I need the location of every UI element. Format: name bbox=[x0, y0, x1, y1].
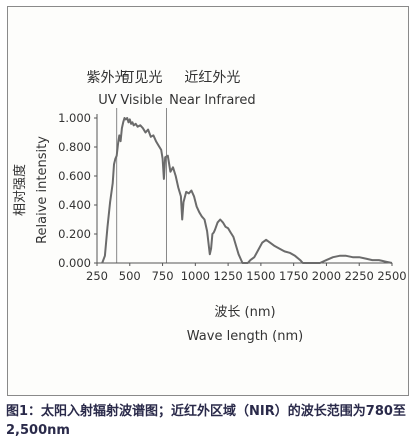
x-tick-label: 1750 bbox=[279, 269, 308, 283]
region-label-en: UV bbox=[98, 93, 117, 108]
y-tick-label: 0.400 bbox=[58, 198, 91, 212]
y-tick-label: 0.800 bbox=[58, 140, 91, 154]
y-tick-label: 0.200 bbox=[58, 227, 91, 241]
region-label-en: Near Infrared bbox=[169, 93, 255, 108]
region-boundaries bbox=[116, 108, 167, 263]
x-tick-label: 1500 bbox=[246, 269, 275, 283]
figure-caption: 图1：太阳入射辐射波谱图；近红外区域（NIR）的波长范围为780至2,500nm bbox=[6, 404, 406, 438]
chart-axes bbox=[96, 114, 392, 264]
y-tick-labels: 0.000 0.200 0.400 0.600 0.800 1.000 bbox=[58, 111, 97, 270]
spectrum-series-line bbox=[101, 117, 393, 264]
y-tick-label: 1.000 bbox=[58, 111, 91, 125]
x-tick-label: 1000 bbox=[181, 269, 210, 283]
y-tick-label: 0.600 bbox=[58, 169, 91, 183]
x-tick-label: 250 bbox=[86, 269, 108, 283]
figure-frame bbox=[7, 6, 409, 396]
region-label-en: Visible bbox=[120, 93, 162, 108]
x-tick-label: 2250 bbox=[345, 269, 374, 283]
region-label-cn: 可见光 bbox=[121, 70, 163, 86]
x-tick-label: 2500 bbox=[377, 269, 406, 283]
x-tick-label: 500 bbox=[119, 269, 141, 283]
x-axis-label-en: Wave length (nm) bbox=[187, 329, 303, 344]
region-labels: 紫外光 UV 可见光 Visible 近红外光 Near Infrared bbox=[86, 70, 255, 108]
y-axis-label-cn: 相对强度 bbox=[12, 164, 28, 216]
region-label-cn: 近红外光 bbox=[184, 70, 240, 86]
x-axis-label-cn: 波长 (nm) bbox=[214, 305, 275, 320]
x-tick-label: 2000 bbox=[312, 269, 341, 283]
y-axis-label-en: Relaive intensity bbox=[35, 136, 50, 244]
x-tick-label: 750 bbox=[152, 269, 174, 283]
region-label-cn: 紫外光 bbox=[86, 70, 128, 86]
x-tick-label: 1250 bbox=[213, 269, 242, 283]
y-tick-label: 0.000 bbox=[58, 256, 91, 270]
x-tick-labels: 250 500 750 1000 1250 1500 1750 2000 2250 2500 bbox=[86, 263, 407, 283]
